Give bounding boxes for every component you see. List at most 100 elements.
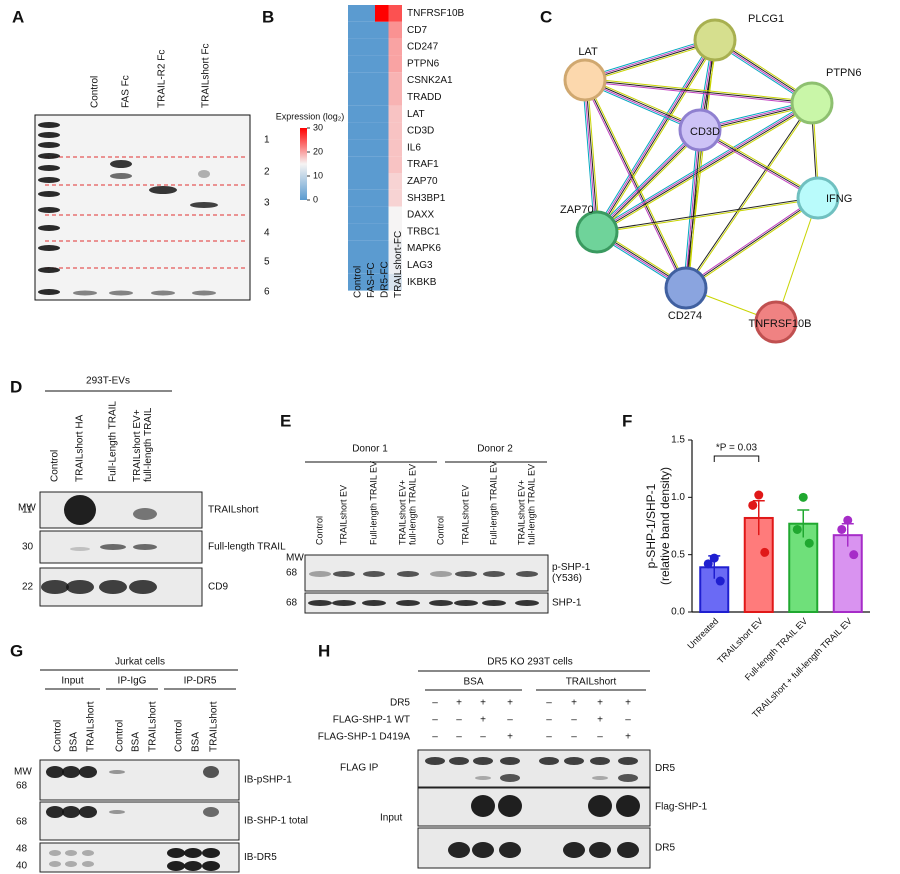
node-label: CD3D [690, 126, 720, 138]
heat-cell [361, 139, 375, 157]
heat-cell [375, 257, 389, 274]
band [190, 202, 218, 208]
row-label: DR5 [655, 763, 675, 774]
sign: + [625, 698, 631, 709]
edge [596, 196, 818, 232]
band [308, 600, 332, 606]
gene-label: CD3D [407, 126, 434, 137]
band-number: 1 [264, 135, 270, 146]
node [678, 108, 722, 152]
data-point [792, 524, 802, 534]
band [133, 508, 157, 520]
node-label: ZAP70 [560, 204, 594, 216]
sign: – [456, 715, 462, 726]
band [309, 571, 331, 577]
edge [597, 40, 717, 233]
band [564, 757, 584, 765]
heat-cell [375, 38, 389, 56]
heat-cell [361, 55, 375, 73]
lane-label: full-length TRAIL EV [526, 464, 536, 545]
mw-value: 68 [286, 598, 298, 609]
edge [584, 38, 715, 80]
edge [584, 79, 687, 289]
band [38, 165, 60, 171]
node [754, 300, 798, 344]
heat-cell [361, 206, 375, 224]
edge [596, 129, 700, 232]
sign: + [625, 732, 631, 743]
data-point [748, 500, 758, 510]
condition-label: FLAG-SHP-1 D419A [318, 732, 411, 743]
lane-label: TRAILshort EV+ [132, 409, 143, 482]
edge [594, 127, 699, 231]
heat-cell [388, 105, 402, 123]
node [790, 81, 834, 125]
colorbar [300, 128, 307, 200]
lane-label: TRAILshort-FC [393, 231, 404, 298]
band [482, 600, 506, 606]
condition-label: DR5 [390, 698, 410, 709]
node [563, 58, 607, 102]
edge [585, 40, 716, 82]
sign: – [546, 715, 552, 726]
section-label: FLAG IP [340, 763, 379, 774]
heat-cell [361, 105, 375, 123]
heat-cell [388, 223, 402, 241]
blot [417, 787, 651, 827]
panel-label: D [10, 377, 22, 396]
band [167, 848, 185, 858]
edge [595, 39, 715, 232]
band [471, 795, 495, 817]
band [38, 289, 60, 295]
lane-label: TRAILshort EV [460, 485, 470, 545]
lane-label: DR5-FC [379, 261, 390, 298]
gene-label: IL6 [407, 142, 421, 153]
band [109, 290, 133, 296]
lane-label: Control [352, 266, 363, 298]
band [46, 766, 64, 778]
band-number: 6 [264, 287, 270, 298]
mw-title: MW [14, 767, 32, 778]
heat-cell [388, 55, 402, 73]
sign: – [571, 732, 577, 743]
heat-cell [375, 156, 389, 173]
band [38, 142, 60, 148]
heat-cell [361, 257, 375, 274]
band [70, 547, 90, 551]
edge [699, 129, 819, 199]
x-tick-label: TRAILshort EV [715, 616, 765, 666]
data-point [754, 490, 764, 500]
heat-cell [375, 240, 389, 257]
band [617, 842, 639, 858]
heat-cell [388, 139, 402, 157]
data-point [709, 553, 719, 563]
blot [304, 592, 549, 614]
data-point [843, 515, 853, 525]
heat-cell [348, 273, 362, 291]
data-point [703, 559, 713, 569]
lane-label: TRAILshort EV [338, 485, 348, 545]
band [38, 122, 60, 128]
heat-cell [361, 223, 375, 241]
heat-cell [348, 189, 362, 207]
sign: + [597, 698, 603, 709]
edge [597, 104, 814, 235]
y-tick-label: 1.5 [671, 435, 685, 446]
band [99, 580, 127, 594]
sign: – [507, 715, 513, 726]
edge [700, 128, 820, 198]
band [38, 132, 60, 138]
gene-label: SH3BP1 [407, 193, 446, 204]
edge [596, 101, 812, 232]
node [796, 176, 840, 220]
heat-cell [388, 38, 402, 56]
band [82, 850, 94, 856]
group-label: Input [61, 676, 83, 687]
sign: + [507, 698, 513, 709]
edge [598, 40, 718, 234]
heat-cell [361, 189, 375, 207]
band [589, 842, 611, 858]
colorbar-tick-label: 30 [313, 122, 323, 132]
node [575, 210, 619, 254]
panel-label: H [318, 641, 330, 660]
